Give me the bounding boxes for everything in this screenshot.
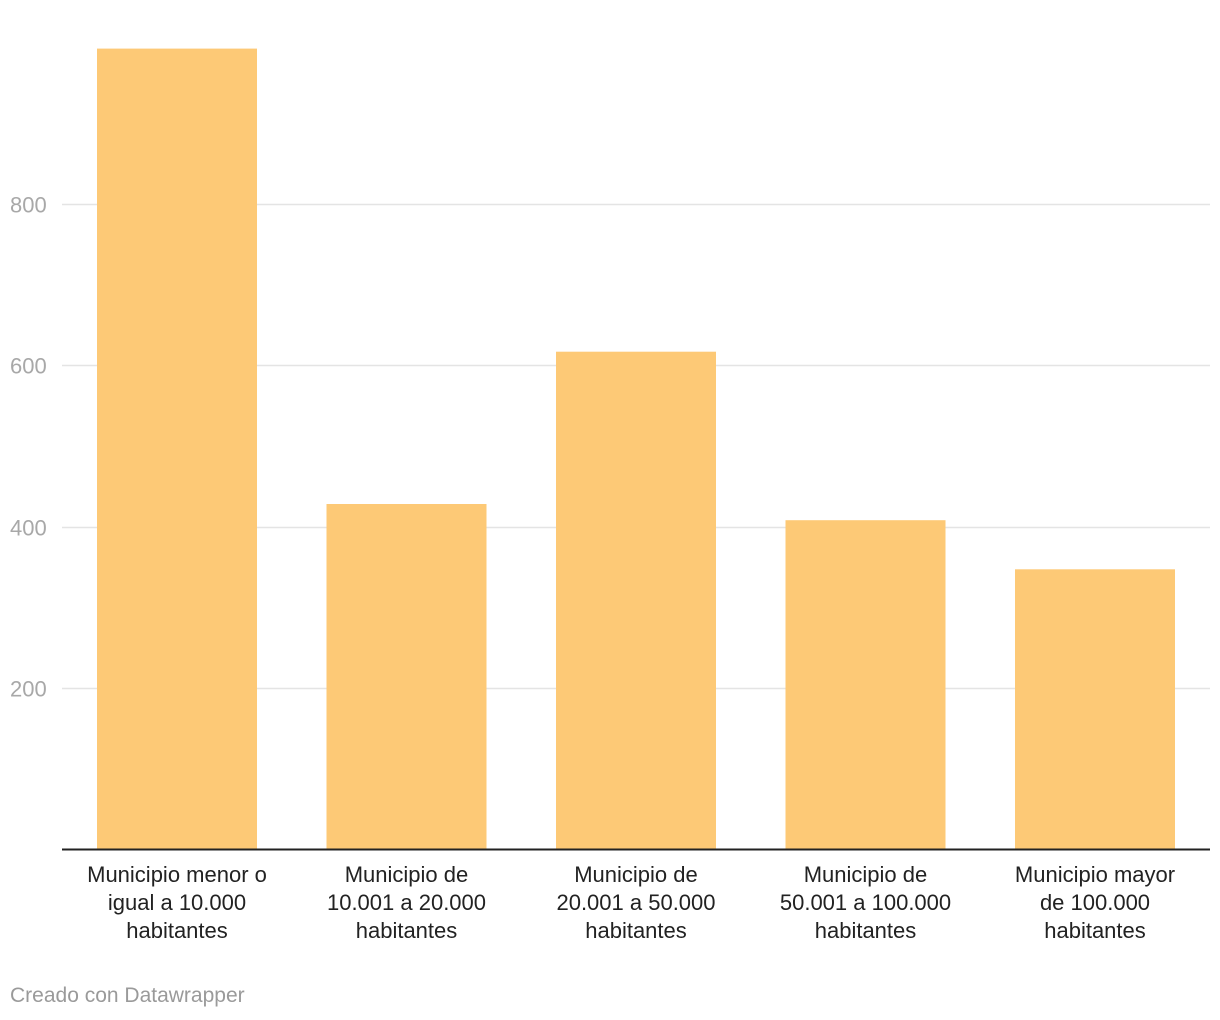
y-tick-label: 200 (10, 677, 47, 702)
y-tick-label: 400 (10, 516, 47, 541)
x-category-label: Municipio de 20.001 a 50.000 habitantes (556, 862, 715, 943)
bar-3 (556, 351, 716, 849)
bar-5 (1015, 569, 1175, 849)
x-category-label: Municipio de 10.001 a 20.000 habitantes (327, 862, 486, 943)
chart-credit: Creado con Datawrapper (10, 984, 245, 1007)
y-tick-label: 800 (10, 193, 47, 218)
bar-2 (326, 504, 487, 849)
y-axis-ticks: 200 400 600 800 (10, 193, 47, 702)
x-category-label: Municipio menor o igual a 10.000 habitante… (87, 862, 267, 943)
x-category-label: Municipio de 50.001 a 100.000 habitantes (780, 862, 951, 943)
y-tick-label: 600 (10, 354, 47, 379)
x-axis-category-labels: Municipio menor o igual a 10.000 habitante… (87, 862, 1175, 943)
bars (97, 48, 1175, 850)
bar-1 (97, 48, 257, 850)
x-category-label: Municipio mayor de 100.000 habitantes (1015, 862, 1175, 943)
bar-4 (785, 520, 946, 849)
